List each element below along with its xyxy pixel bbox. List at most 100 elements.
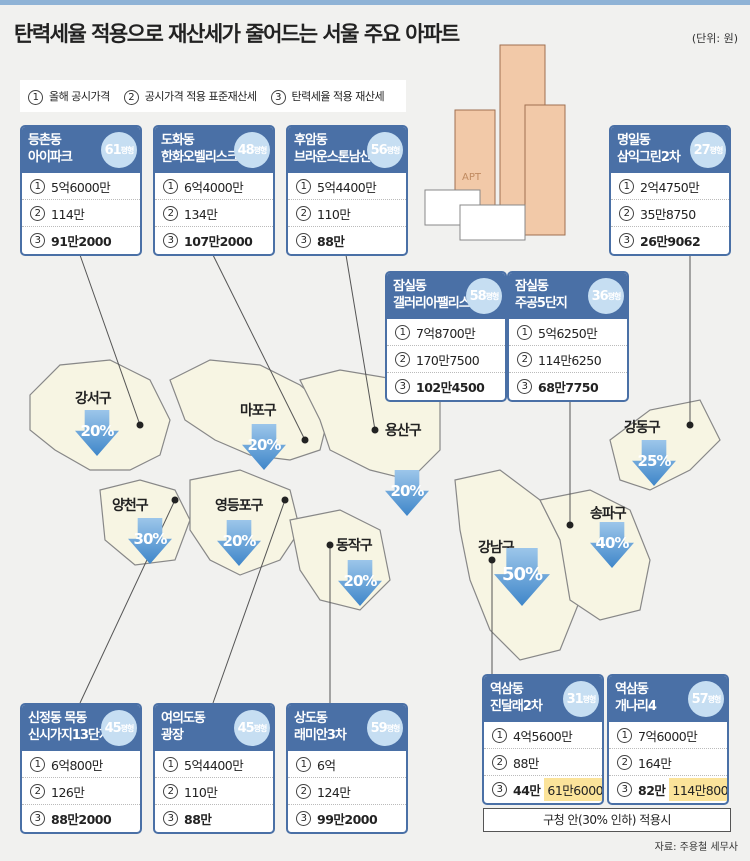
dong-name: 명일동 [617, 133, 651, 148]
district-label: 동작구 [336, 538, 373, 554]
down-arrow-icon: 20% [242, 424, 286, 470]
down-arrow-icon: 30% [128, 518, 172, 564]
row-flexible-tax: 3 26만9062 [611, 227, 729, 254]
row-price: 1 5억6000만 [22, 173, 140, 200]
district-label: 마포구 [240, 403, 277, 419]
row-flexible-tax: 3 44만 61만6000 [484, 776, 602, 803]
down-arrow-icon: 20% [338, 560, 382, 606]
row-price: 1 7억8700만 [387, 319, 505, 346]
reduction-rate: 20% [343, 572, 378, 590]
dong-name: 역삼동 [615, 682, 649, 697]
row-price: 1 5억4400만 [155, 751, 273, 778]
reduction-rate: 50% [501, 564, 543, 585]
size-badge: 59 평형 [367, 710, 403, 746]
dong-name: 역삼동 [490, 682, 524, 697]
district-label: 강동구 [624, 420, 661, 436]
apartment-card: 신정동 목동 신시가지13단지 45 평형 1 6억800만 2 126만 3 88만20… [20, 703, 142, 834]
card-header: 등촌동 아이파크 61 평형 [22, 127, 140, 173]
card-header: 신정동 목동 신시가지13단지 45 평형 [22, 705, 140, 751]
row-standard-tax: 2 124만 [288, 778, 406, 805]
down-arrow-icon: 20% [385, 470, 429, 516]
size-badge: 36 평형 [588, 278, 624, 314]
apartment-name: 래미안3차 [294, 728, 347, 743]
row-standard-tax: 2 114만6250 [509, 346, 627, 373]
row-standard-tax: 2 134만 [155, 200, 273, 227]
apartment-name: 주공5단지 [515, 296, 568, 311]
apartment-card: 역삼동 진달래2차 31 평형 1 4억5600만 2 88만 3 44만 61만6000 [482, 674, 604, 805]
dong-name: 여의도동 [161, 711, 206, 726]
row-standard-tax: 2 110만 [288, 200, 406, 227]
reduction-rate: 20% [222, 532, 257, 550]
apartment-card: 잠실동 갤러리아팰리스 58 평형 1 7억8700만 2 170만7500 3 102만… [385, 271, 507, 402]
row-standard-tax: 2 114만 [22, 200, 140, 227]
down-arrow-icon: 40% [590, 522, 634, 568]
card-header: 후암동 브라운스톤남산 56 평형 [288, 127, 406, 173]
row-standard-tax: 2 126만 [22, 778, 140, 805]
size-badge: 48 평형 [234, 132, 270, 168]
district-label: 강남구 [478, 540, 515, 556]
row-price: 1 5억4400만 [288, 173, 406, 200]
row-price: 1 4억5600만 [484, 722, 602, 749]
dong-name: 도화동 [161, 133, 195, 148]
row-flexible-tax: 3 107만2000 [155, 227, 273, 254]
district-label: 송파구 [590, 506, 627, 522]
row-flexible-tax: 3 88만 [288, 227, 406, 254]
reduction-rate: 20% [247, 436, 282, 454]
row-flexible-tax: 3 88만 [155, 805, 273, 832]
size-badge: 27 평형 [690, 132, 726, 168]
reduction-rate: 20% [80, 422, 115, 440]
row-standard-tax: 2 164만 [609, 749, 727, 776]
apartment-name: 한화오벨리스크 [161, 150, 239, 165]
size-badge: 31 평형 [563, 681, 599, 717]
size-badge: 45 평형 [234, 710, 270, 746]
apartment-name: 광장 [161, 728, 184, 743]
dong-name: 잠실동 [393, 279, 427, 294]
top-bar [0, 0, 750, 5]
apt-label: APT [462, 172, 482, 183]
reduction-rate: 30% [133, 530, 168, 548]
row-flexible-tax: 3 99만2000 [288, 805, 406, 832]
alt-tax: 114만8000 [669, 778, 727, 801]
apartment-name: 갤러리아팰리스 [393, 296, 471, 311]
row-standard-tax: 2 110만 [155, 778, 273, 805]
row-price: 1 5억6250만 [509, 319, 627, 346]
card-header: 잠실동 주공5단지 36 평형 [509, 273, 627, 319]
row-price: 1 6억800만 [22, 751, 140, 778]
row-price: 1 6억 [288, 751, 406, 778]
dong-name: 신정동 목동 [28, 711, 87, 726]
alt-tax: 61만6000 [544, 778, 602, 801]
reduction-rate: 40% [595, 534, 630, 552]
row-price: 1 2억4750만 [611, 173, 729, 200]
district-label: 용산구 [385, 423, 422, 439]
apartment-name: 신시가지13단지 [28, 728, 111, 743]
apartment-illustration: APT [424, 44, 566, 241]
apartment-name: 개나리4 [615, 699, 657, 714]
row-flexible-tax: 3 91만2000 [22, 227, 140, 254]
reduction-rate: 20% [390, 482, 425, 500]
dong-name: 후암동 [294, 133, 328, 148]
row-standard-tax: 2 35만8750 [611, 200, 729, 227]
size-badge: 61 평형 [101, 132, 137, 168]
down-arrow-icon: 20% [217, 520, 261, 566]
region-mapo [169, 359, 331, 461]
size-badge: 58 평형 [466, 278, 502, 314]
apartment-name: 삼익그린2차 [617, 150, 681, 165]
district-label: 영등포구 [215, 498, 264, 514]
reduction-rate: 25% [637, 452, 672, 470]
source-label: 자료: 주용철 세무사 [654, 842, 738, 853]
row-standard-tax: 2 170만7500 [387, 346, 505, 373]
unit-label: (단위: 원) [691, 32, 738, 45]
dong-name: 상도동 [294, 711, 328, 726]
legend-item: 3 탄력세율 적용 재산세 [270, 88, 385, 105]
apartment-name: 아이파크 [28, 150, 73, 165]
district-label: 양천구 [112, 498, 149, 514]
row-price: 1 6억4000만 [155, 173, 273, 200]
